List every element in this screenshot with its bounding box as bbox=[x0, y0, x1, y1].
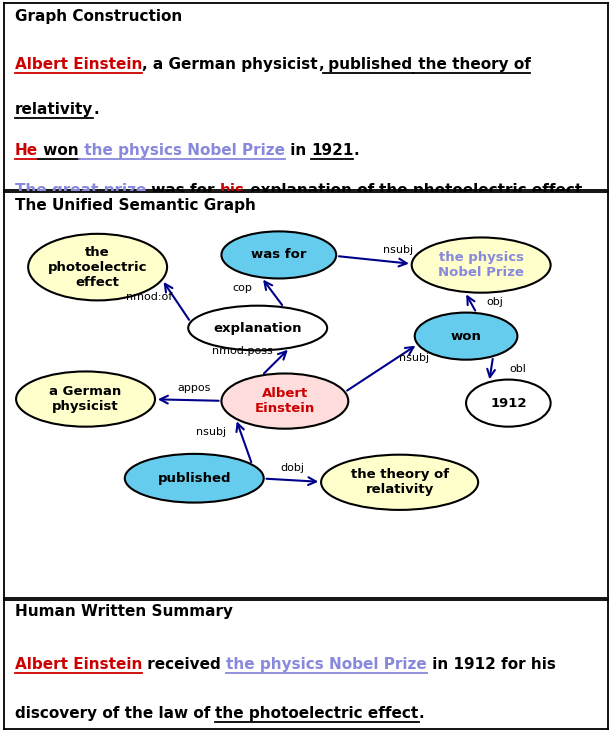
Text: nsubj: nsubj bbox=[383, 244, 413, 255]
Text: .: . bbox=[419, 706, 424, 721]
Text: the physics
Nobel Prize: the physics Nobel Prize bbox=[438, 251, 524, 279]
Ellipse shape bbox=[222, 373, 348, 429]
Text: .: . bbox=[354, 143, 359, 158]
Text: The great prize: The great prize bbox=[15, 182, 146, 198]
Text: the theory of
relativity: the theory of relativity bbox=[351, 468, 449, 496]
Text: the
photoelectric
effect: the photoelectric effect bbox=[48, 246, 147, 288]
Text: the theory of: the theory of bbox=[412, 57, 531, 72]
Text: published: published bbox=[157, 471, 231, 485]
Ellipse shape bbox=[321, 455, 478, 510]
Text: .: . bbox=[583, 182, 588, 198]
Text: Albert Einstein: Albert Einstein bbox=[15, 657, 142, 672]
Text: in 1912 for his: in 1912 for his bbox=[427, 657, 556, 672]
Text: appos: appos bbox=[177, 383, 211, 393]
Text: 1921: 1921 bbox=[311, 143, 354, 158]
Text: the photoelectric effect: the photoelectric effect bbox=[215, 706, 419, 721]
Text: 1912: 1912 bbox=[490, 397, 526, 410]
Text: in: in bbox=[285, 143, 311, 158]
Text: was for: was for bbox=[251, 248, 307, 261]
Text: discovery of the law of: discovery of the law of bbox=[15, 706, 215, 721]
Text: nsubj: nsubj bbox=[196, 427, 226, 436]
Ellipse shape bbox=[188, 306, 327, 351]
Text: his: his bbox=[220, 182, 245, 198]
Ellipse shape bbox=[125, 454, 264, 503]
Ellipse shape bbox=[412, 237, 551, 293]
Text: the physics Nobel Prize: the physics Nobel Prize bbox=[226, 657, 427, 672]
Ellipse shape bbox=[16, 371, 155, 427]
Text: .: . bbox=[93, 102, 99, 117]
Text: The Unified Semantic Graph: The Unified Semantic Graph bbox=[15, 198, 256, 213]
Text: explanation: explanation bbox=[214, 321, 302, 335]
Text: explanation: explanation bbox=[245, 182, 352, 198]
Text: won: won bbox=[38, 143, 78, 158]
Text: Albert Einstein: Albert Einstein bbox=[15, 57, 142, 72]
Text: obj: obj bbox=[487, 297, 503, 307]
Text: Human Written Summary: Human Written Summary bbox=[15, 604, 233, 619]
Text: , a German physicist: , a German physicist bbox=[142, 57, 318, 72]
Text: He: He bbox=[15, 143, 38, 158]
Ellipse shape bbox=[222, 231, 336, 278]
Text: the photoelectric effect: the photoelectric effect bbox=[379, 182, 583, 198]
Text: ,: , bbox=[318, 57, 324, 72]
Ellipse shape bbox=[28, 234, 167, 300]
Text: nmod:poss: nmod:poss bbox=[212, 346, 273, 356]
Text: nsubj: nsubj bbox=[400, 353, 430, 363]
Text: Albert
Einstein: Albert Einstein bbox=[255, 387, 315, 415]
Text: won: won bbox=[450, 329, 482, 343]
Text: published: published bbox=[324, 57, 412, 72]
Text: of: of bbox=[352, 182, 379, 198]
Text: relativity: relativity bbox=[15, 102, 93, 117]
Text: nmod:of: nmod:of bbox=[126, 292, 172, 302]
Text: Graph Construction: Graph Construction bbox=[15, 9, 182, 23]
Text: dobj: dobj bbox=[280, 463, 304, 473]
Ellipse shape bbox=[466, 380, 551, 427]
Text: cop: cop bbox=[233, 283, 252, 294]
Text: the physics Nobel Prize: the physics Nobel Prize bbox=[78, 143, 285, 158]
Text: obl: obl bbox=[510, 364, 527, 374]
Text: was for: was for bbox=[146, 182, 220, 198]
Ellipse shape bbox=[415, 313, 517, 359]
Text: received: received bbox=[142, 657, 226, 672]
Text: a German
physicist: a German physicist bbox=[50, 385, 122, 413]
